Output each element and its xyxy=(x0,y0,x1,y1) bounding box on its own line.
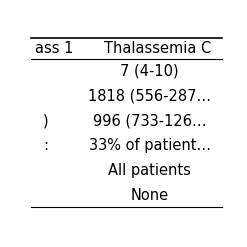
Text: :: : xyxy=(44,138,49,153)
Text: 1818 (556-287…: 1818 (556-287… xyxy=(88,89,211,104)
Text: 996 (733-126…: 996 (733-126… xyxy=(93,113,206,128)
Text: 33% of patient…: 33% of patient… xyxy=(89,138,210,153)
Text: 7 (4-10): 7 (4-10) xyxy=(120,64,179,79)
Text: All patients: All patients xyxy=(108,163,191,178)
Text: ): ) xyxy=(43,113,49,128)
Text: ass 1: ass 1 xyxy=(35,41,73,56)
Text: None: None xyxy=(130,188,169,203)
Text: Thalassemia C: Thalassemia C xyxy=(104,41,211,56)
